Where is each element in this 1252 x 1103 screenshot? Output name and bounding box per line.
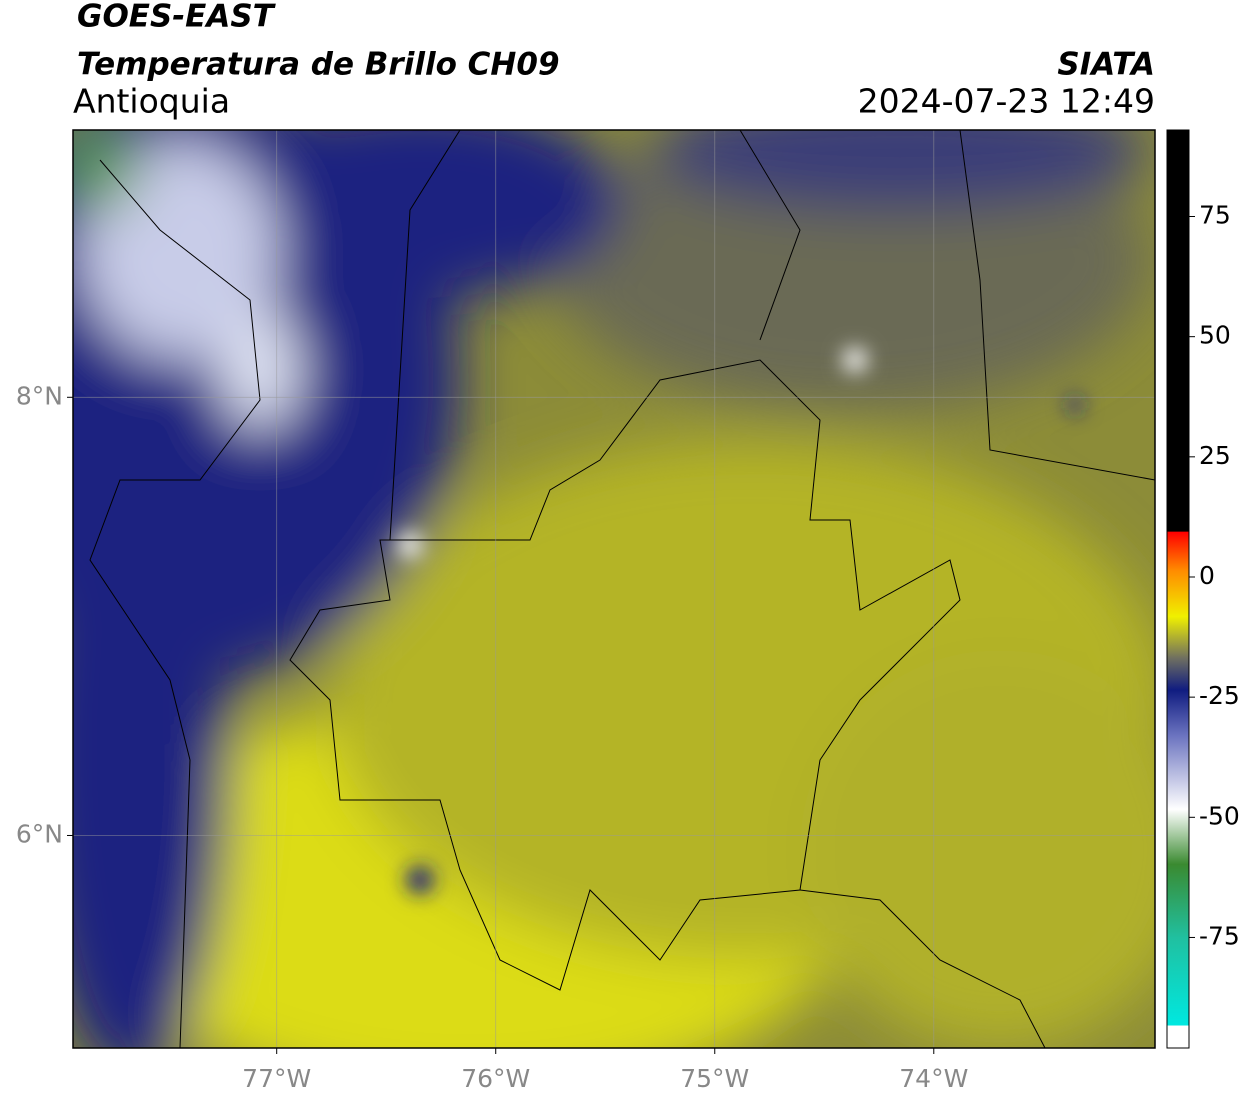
cell <box>843 348 867 372</box>
title: GOES-EAST <box>77 0 277 35</box>
cell <box>406 866 434 894</box>
x-tick-label: 75°W <box>680 1064 749 1093</box>
colorbar-label: 0 <box>1199 561 1215 590</box>
cloud-area <box>73 420 230 1048</box>
colorbar-label: -25 <box>1199 681 1240 710</box>
colorbar-label: -75 <box>1199 921 1240 950</box>
cell <box>1067 397 1083 413</box>
border <box>959 130 1155 481</box>
source: SIATA <box>1057 47 1155 83</box>
satellite-image <box>73 130 1155 1048</box>
cell <box>398 533 422 557</box>
y-tick-label: 8°N <box>16 381 63 410</box>
warm-area <box>800 650 1155 1048</box>
graticule <box>73 130 1155 1048</box>
border <box>389 130 461 541</box>
cold-top <box>220 310 300 430</box>
coastline <box>89 159 261 1048</box>
subtitle: Temperatura de Brillo CH09 <box>77 47 560 83</box>
x-tick-label: 77°W <box>242 1064 311 1093</box>
cold-top <box>73 130 140 210</box>
border <box>799 889 1046 1048</box>
region: Antioquia <box>73 82 230 121</box>
border <box>739 130 801 341</box>
x-tick-label: 74°W <box>899 1064 968 1093</box>
colorbar <box>1166 129 1190 1049</box>
convective-cells <box>398 348 1083 894</box>
timestamp: 2024-07-23 12:49 <box>858 82 1155 121</box>
cloud-area <box>650 130 1150 210</box>
colorbar-label: 50 <box>1199 321 1231 350</box>
colorbar-label: 25 <box>1199 441 1231 470</box>
colorbar-label: 75 <box>1199 201 1231 230</box>
y-tick-label: 6°N <box>16 819 63 848</box>
borders <box>89 130 1155 1048</box>
x-tick-label: 76°W <box>461 1064 530 1093</box>
cloud-area <box>220 130 620 300</box>
map-frame <box>72 129 1156 1049</box>
colorbar-label: -50 <box>1199 801 1240 830</box>
image-field <box>73 130 1155 1048</box>
